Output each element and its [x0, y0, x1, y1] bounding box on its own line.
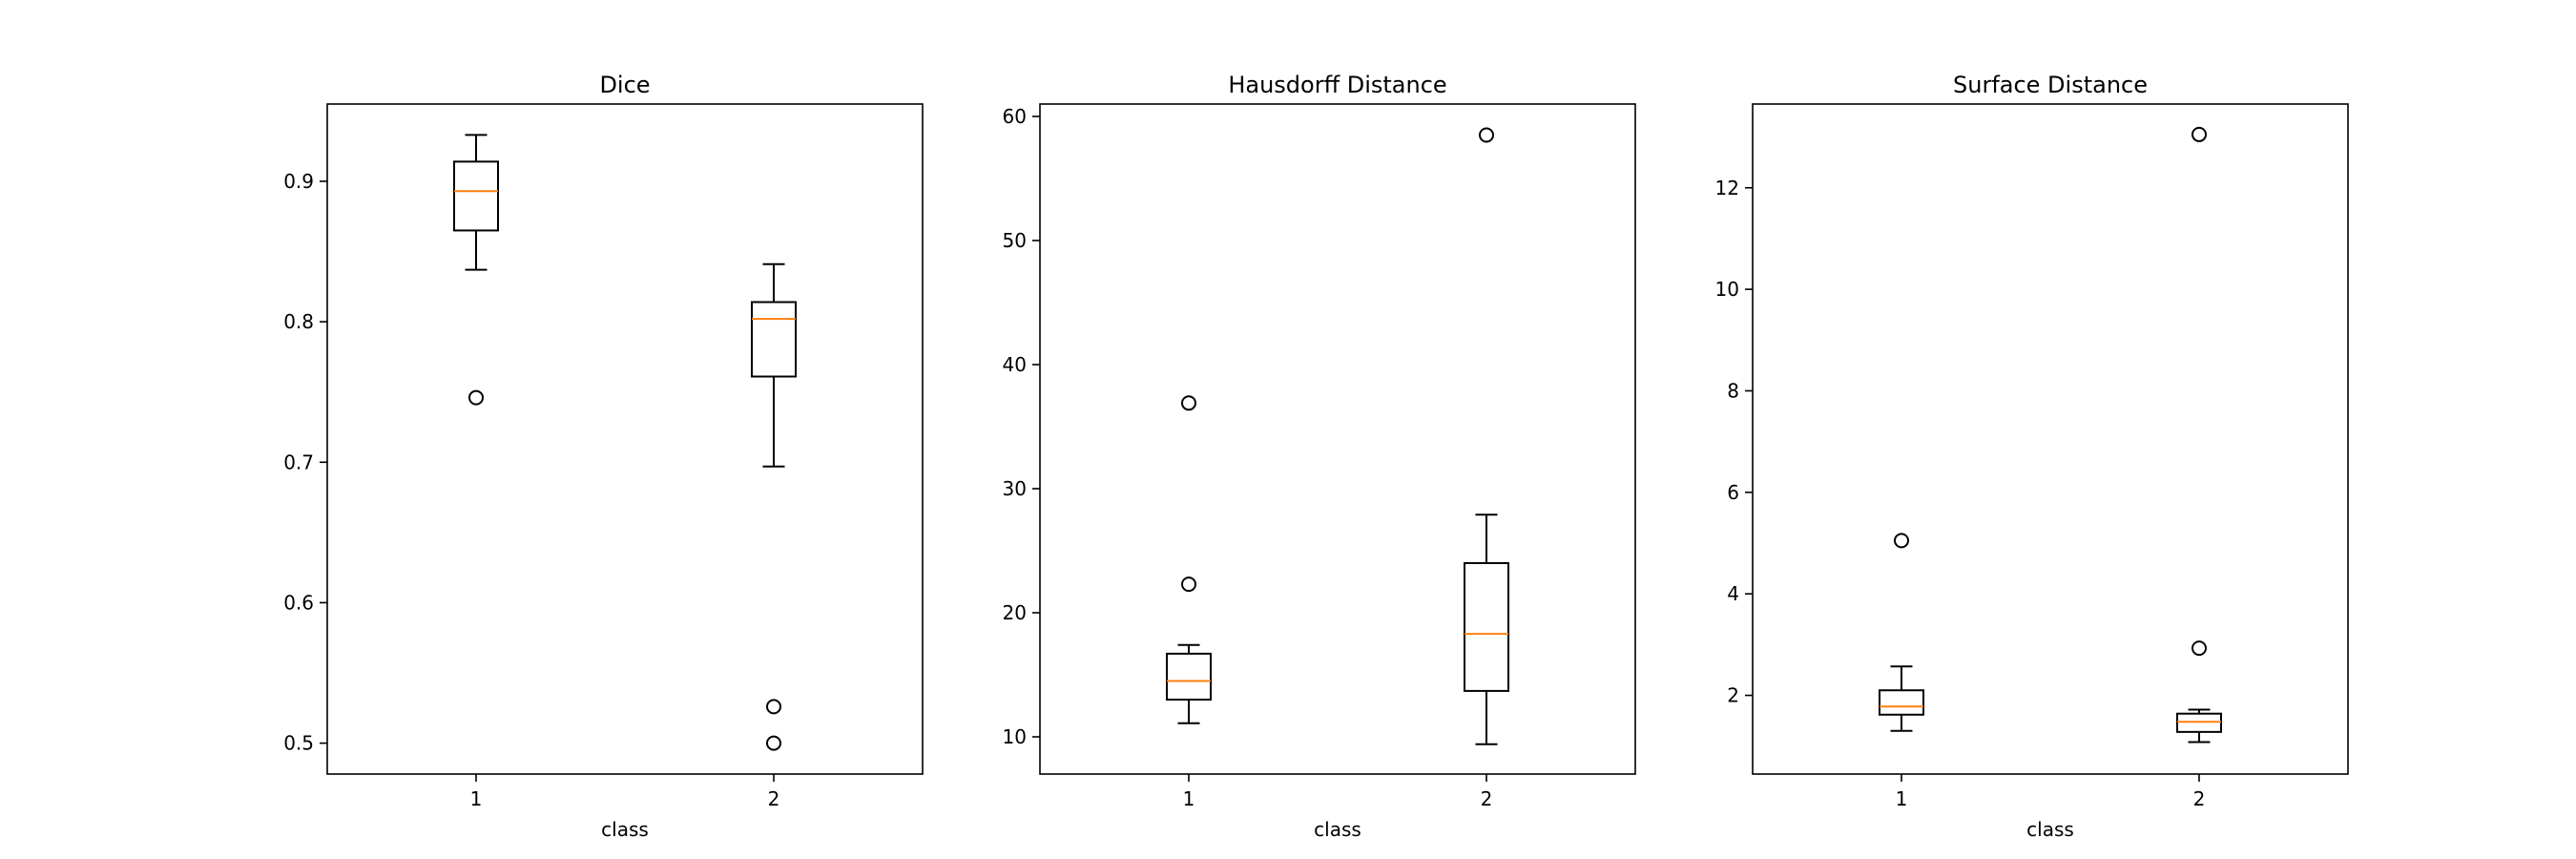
y-tick-label: 50: [1003, 229, 1027, 252]
box: [751, 301, 797, 378]
outlier-point: [2192, 126, 2207, 142]
box: [1464, 562, 1509, 692]
y-tick-label: 0.6: [283, 591, 314, 614]
y-tick-label: 12: [1715, 177, 1739, 199]
box-category-1: 1: [1879, 533, 1924, 810]
x-tick-label: 2: [768, 787, 780, 810]
box: [453, 160, 499, 232]
y-tick-label: 10: [1715, 278, 1739, 301]
y-tick-label: 4: [1727, 582, 1739, 605]
outlier-point: [1894, 533, 1909, 549]
x-axis-label: class: [601, 818, 649, 841]
y-tick-label: 0.5: [283, 732, 314, 755]
outlier-point: [1181, 395, 1196, 411]
y-tick-label: 60: [1003, 105, 1027, 128]
y-tick-label: 40: [1003, 353, 1027, 376]
x-tick-label: 1: [470, 787, 483, 810]
subplot-title: Surface Distance: [1953, 72, 2148, 98]
box-category-2: 2: [1464, 127, 1509, 810]
subplot-title: Hausdorff Distance: [1228, 72, 1446, 98]
box-category-2: 2: [2176, 126, 2222, 810]
axes-frame: [1039, 103, 1636, 775]
x-tick-label: 1: [1183, 787, 1195, 810]
outlier-point: [1479, 127, 1494, 143]
y-tick-label: 0.7: [283, 450, 314, 473]
box: [1879, 689, 1924, 716]
box-category-1: 1: [453, 134, 499, 810]
outlier-point: [766, 735, 781, 751]
axes-frame: [326, 103, 924, 775]
box-category-2: 2: [751, 262, 797, 810]
box: [1166, 652, 1212, 702]
y-tick-label: 0.9: [283, 170, 314, 193]
x-axis-label: class: [1314, 818, 1361, 841]
y-tick-label: 30: [1003, 477, 1027, 500]
x-tick-label: 2: [1481, 787, 1493, 810]
y-tick-label: 20: [1003, 601, 1027, 624]
x-tick-label: 1: [1896, 787, 1908, 810]
y-tick-label: 10: [1003, 725, 1027, 748]
x-axis-label: class: [2026, 818, 2074, 841]
outlier-point: [1181, 576, 1196, 593]
x-tick-label: 2: [2193, 787, 2206, 810]
subplot-title: Dice: [599, 72, 650, 98]
outlier-point: [2192, 640, 2207, 657]
y-tick-label: 6: [1727, 481, 1739, 504]
subplot-1: Dice 0.5 0.6 0.7 0.8 0.9 1 2 class: [283, 72, 924, 841]
axes-frame: [1752, 103, 2349, 775]
y-tick-label: 2: [1727, 684, 1739, 707]
box-category-1: 1: [1166, 395, 1212, 810]
y-tick-label: 8: [1727, 379, 1739, 402]
outlier-point: [766, 699, 781, 715]
y-tick-label: 0.8: [283, 310, 314, 333]
box: [2176, 712, 2222, 733]
subplot-2: Hausdorff Distance 10 20 30 40 50 60 1 2 class: [1003, 72, 1636, 841]
outlier-point: [468, 389, 484, 406]
